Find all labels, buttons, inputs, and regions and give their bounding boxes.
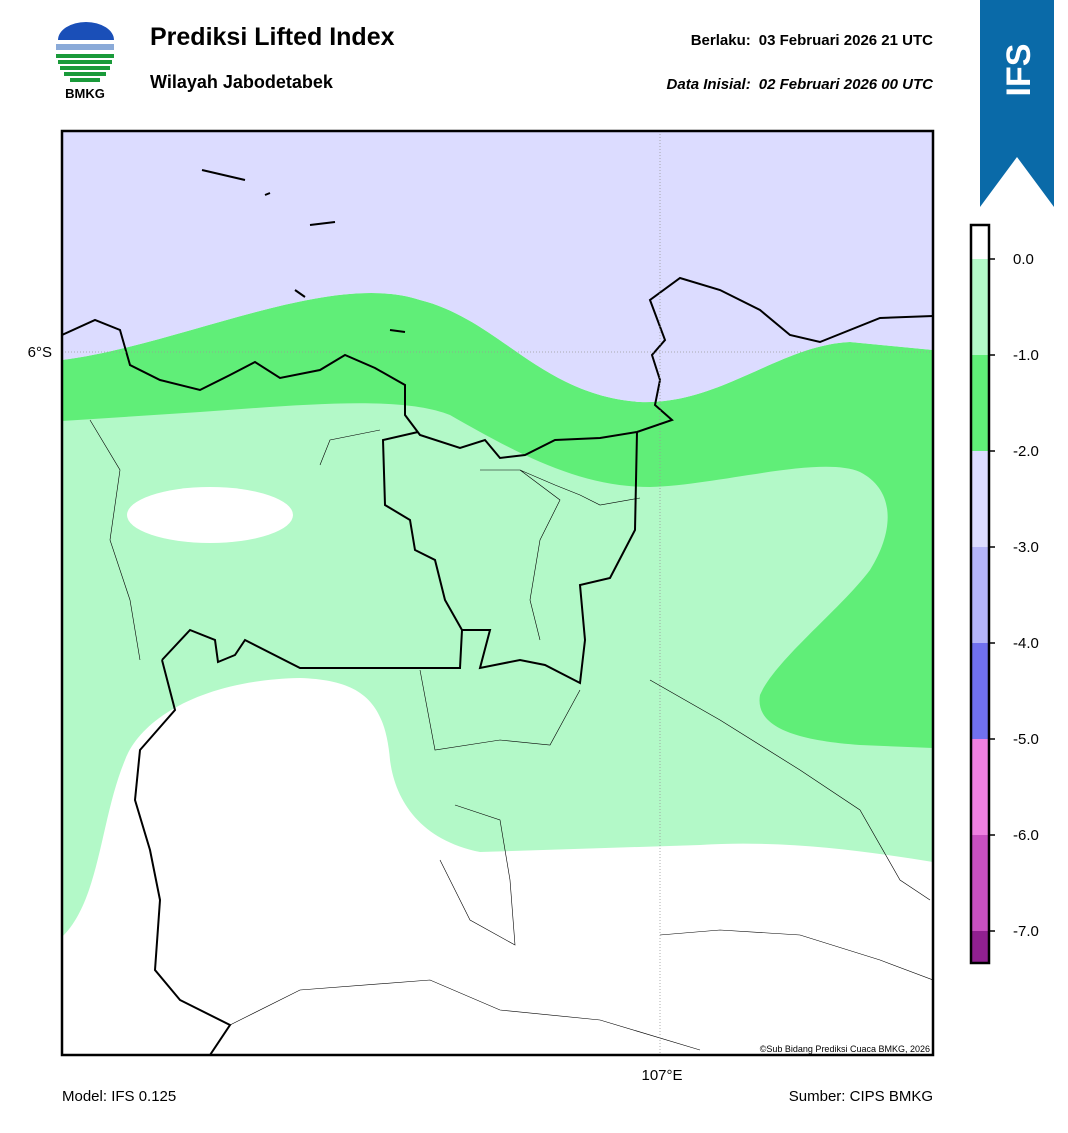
coastline (62, 276, 933, 460)
colorbar-segment (971, 643, 989, 739)
colorbar-segment (971, 547, 989, 643)
init-time: Data Inisial: 02 Februari 2026 00 UTC (667, 76, 935, 93)
lat-label: 6°S (28, 344, 52, 361)
colorbar-tick-label: -7.0 (1013, 923, 1039, 940)
colorbar-frame (969, 223, 991, 965)
province-boundary (133, 431, 638, 1055)
colorbar-segment (971, 931, 989, 963)
islands (201, 169, 406, 333)
colorbar-tick-label: -1.0 (1013, 347, 1039, 364)
stable-patch (127, 487, 293, 543)
logo-sky (58, 22, 114, 40)
colorbar-segment (971, 451, 989, 547)
logo-band (56, 44, 114, 50)
colorbar-tick-label: 0.0 (1013, 251, 1034, 268)
colorbar-tick-label: -6.0 (1013, 827, 1039, 844)
badge-shape (980, 0, 1054, 207)
colorbar-segment (971, 355, 989, 451)
colorbar: 0.0 -1.0 -2.0 -3.0 -4.0 -5.0 -6.0 -7.0 (969, 223, 1039, 965)
model-text: Model: IFS 0.125 (62, 1088, 176, 1105)
colorbar-segment (971, 835, 989, 931)
colorbar-segment (971, 259, 989, 355)
colorbar-segment (971, 225, 989, 259)
map: ©Sub Bidang Prediksi Cuaca BMKG, 2026 (62, 131, 933, 1055)
credit: ©Sub Bidang Prediksi Cuaca BMKG, 2026 (760, 1044, 930, 1054)
colorbar-segment (971, 739, 989, 835)
regency-boundary (89, 419, 933, 1051)
neutral-area (62, 131, 933, 403)
logo-text: BMKG (65, 86, 105, 101)
badge-text: IFS (1000, 44, 1038, 97)
init-label: Data Inisial: (667, 76, 751, 93)
subtitle: Wilayah Jabodetabek (150, 72, 334, 92)
title: Prediksi Lifted Index (150, 23, 395, 51)
map-frame (60, 129, 935, 1057)
logo: BMKG (56, 22, 114, 101)
colorbar-tick-label: -2.0 (1013, 443, 1039, 460)
logo-ground (56, 54, 114, 82)
colorbar-tick-label: -3.0 (1013, 539, 1039, 556)
source-text: Sumber: CIPS BMKG (789, 1088, 933, 1105)
moderate-instability-area (62, 292, 933, 748)
valid-time: Berlaku: 03 Februari 2026 21 UTC (691, 32, 933, 49)
valid-value: 03 Februari 2026 21 UTC (759, 32, 933, 49)
valid-label: Berlaku: (691, 32, 751, 49)
colorbar-tick-label: -5.0 (1013, 731, 1039, 748)
init-value: 02 Februari 2026 00 UTC (759, 76, 934, 93)
colorbar-tick-label: -4.0 (1013, 635, 1039, 652)
lon-label: 107°E (641, 1067, 682, 1084)
